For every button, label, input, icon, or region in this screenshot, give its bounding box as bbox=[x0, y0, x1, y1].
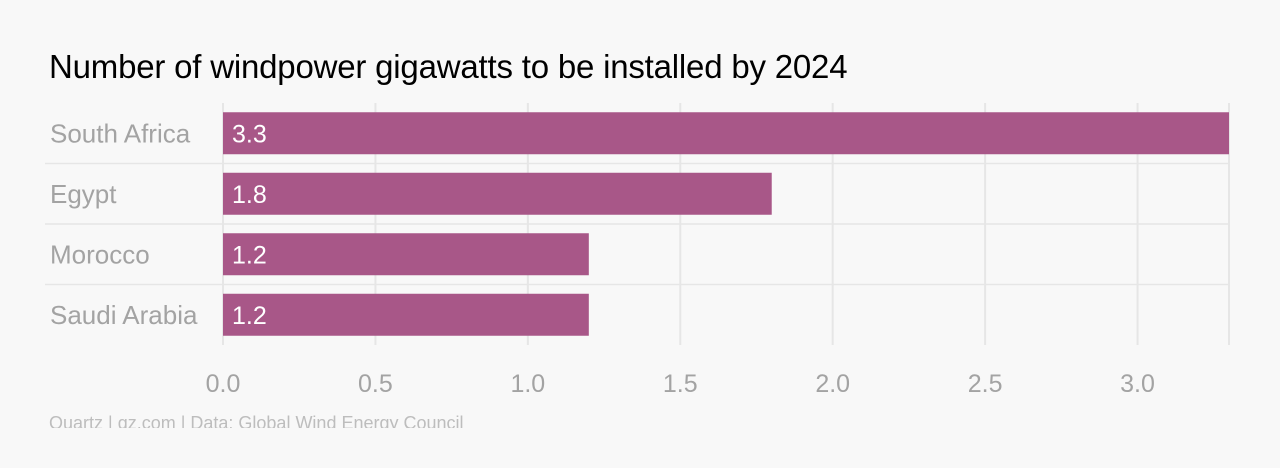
bar-egypt bbox=[223, 172, 772, 215]
bar-value-label: 1.2 bbox=[232, 241, 267, 269]
category-label: Saudi Arabia bbox=[50, 300, 198, 330]
source-note: Quartz | qz.com | Data: Global Wind Ener… bbox=[49, 413, 464, 428]
category-label: Egypt bbox=[50, 179, 117, 209]
x-tick-label: 0.5 bbox=[358, 370, 393, 398]
x-tick-label: 1.5 bbox=[663, 370, 698, 398]
bar-saudi-arabia bbox=[223, 293, 589, 336]
x-tick-label: 0.0 bbox=[206, 370, 241, 398]
x-tick-label: 2.5 bbox=[968, 370, 1003, 398]
bar-value-label: 1.2 bbox=[232, 302, 267, 330]
chart-title: Number of windpower gigawatts to be inst… bbox=[49, 48, 848, 85]
x-tick-label: 2.0 bbox=[815, 370, 850, 398]
bar-value-label: 1.8 bbox=[232, 181, 267, 209]
bar-south-africa bbox=[223, 112, 1229, 155]
bar-morocco bbox=[223, 233, 589, 276]
category-label: Morocco bbox=[50, 239, 150, 269]
bar-value-label: 3.3 bbox=[232, 120, 267, 148]
x-tick-label: 3.0 bbox=[1120, 370, 1155, 398]
x-tick-label: 1.0 bbox=[510, 370, 545, 398]
category-label: South Africa bbox=[50, 118, 191, 148]
